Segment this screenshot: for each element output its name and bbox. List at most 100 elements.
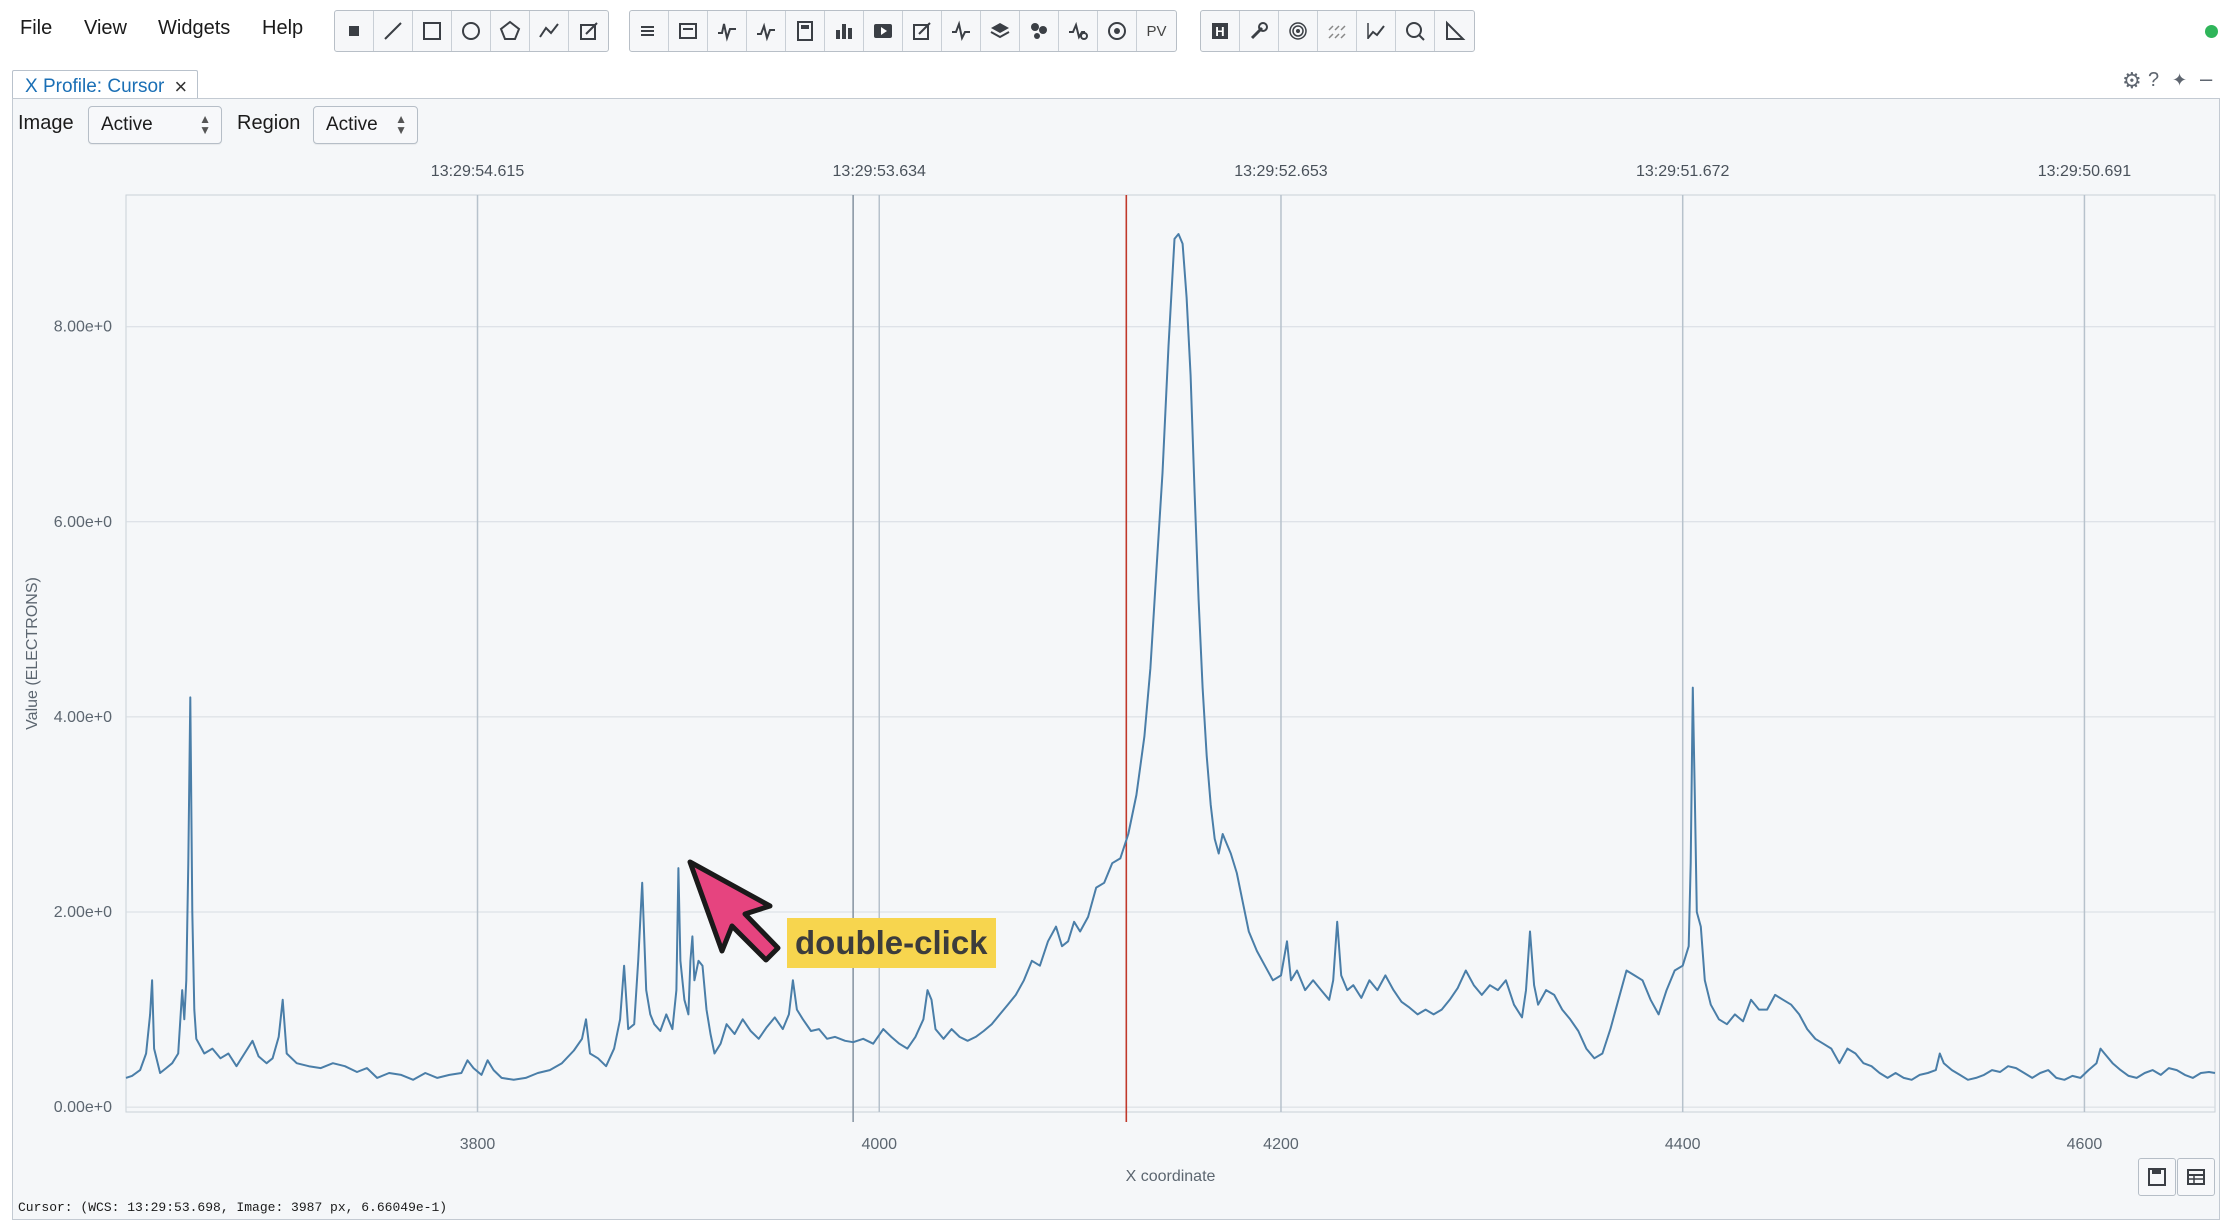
- y-tick-label: 6.00e+0: [54, 514, 112, 531]
- menu-widgets[interactable]: Widgets: [158, 17, 231, 39]
- y-tick-label: 8.00e+0: [54, 319, 112, 336]
- spectral-line-query-button[interactable]: [1396, 11, 1435, 51]
- save-icon: [2148, 1168, 2166, 1186]
- plot-area: [125, 194, 2216, 1113]
- x-tick-label: 4000: [861, 1136, 897, 1153]
- image-select-value: Active: [101, 114, 153, 135]
- y-tick-label: 2.00e+0: [54, 904, 112, 921]
- contour-icon: [1289, 22, 1307, 40]
- annotation-region-icon: [579, 22, 598, 40]
- tab-label: X Profile: Cursor: [25, 75, 165, 97]
- gear-icon[interactable]: ⚙: [2122, 68, 2142, 93]
- y-tick-label: 0.00e+0: [54, 1099, 112, 1116]
- wrench-icon: [1250, 22, 1268, 40]
- grid-lines: [126, 195, 2215, 1112]
- vector-overlay-button[interactable]: [1318, 11, 1357, 51]
- polygon-region-icon: [499, 20, 521, 40]
- moment-button[interactable]: [1098, 11, 1137, 51]
- line-region-button[interactable]: [374, 11, 413, 51]
- region-select[interactable]: Active ▲ ▼: [313, 106, 418, 144]
- menu-view[interactable]: View: [84, 17, 127, 39]
- close-icon[interactable]: ×: [174, 73, 188, 99]
- point-region-button[interactable]: [335, 11, 374, 51]
- animator-button[interactable]: [864, 11, 903, 51]
- x-profile-icon: [718, 23, 736, 42]
- connection-status-indicator: [2205, 25, 2218, 38]
- animator-icon: [874, 24, 892, 38]
- rectangle-region-icon: [423, 22, 441, 40]
- dialog-toolbar: H: [1200, 10, 1475, 52]
- wcs-tick-label: 13:29:52.653: [1234, 163, 1328, 180]
- region-editor-icon: [913, 22, 931, 40]
- region-list-button[interactable]: [630, 11, 669, 51]
- region-toolbar: [334, 10, 609, 52]
- menu-help[interactable]: Help: [262, 17, 304, 39]
- histogram-button[interactable]: [825, 11, 864, 51]
- catalog-button[interactable]: [1059, 11, 1098, 51]
- contour-button[interactable]: [1279, 11, 1318, 51]
- layers-button[interactable]: [981, 11, 1020, 51]
- overlay-button[interactable]: [1357, 11, 1396, 51]
- minimize-icon[interactable]: –: [2200, 66, 2213, 91]
- x-tick-label: 4200: [1263, 1136, 1299, 1153]
- polyline-region-button[interactable]: [530, 11, 569, 51]
- menu-file[interactable]: File: [20, 17, 53, 39]
- region-select-value: Active: [326, 114, 378, 135]
- histogram-icon: [836, 24, 852, 39]
- rectangle-region-button[interactable]: [413, 11, 452, 51]
- x-profile-button[interactable]: [708, 11, 747, 51]
- pointer-arrow-icon: [687, 859, 781, 963]
- spectral-profile-button[interactable]: [942, 11, 981, 51]
- x-tick-label: 3800: [460, 1136, 496, 1153]
- moment-icon: [1108, 22, 1126, 40]
- ellipse-region-icon: [462, 22, 480, 40]
- annotation-region-button[interactable]: [569, 11, 608, 51]
- image-info-icon: [679, 23, 697, 39]
- preferences-button[interactable]: [1240, 11, 1279, 51]
- select-caret-icon: ▲ ▼: [199, 112, 211, 137]
- hdu-button[interactable]: H: [1201, 11, 1240, 51]
- profile-line: [125, 233, 2216, 1081]
- polygon-region-button[interactable]: [491, 11, 530, 51]
- y-tick-label: 4.00e+0: [54, 709, 112, 726]
- xy-overlay-icon: [1367, 23, 1385, 39]
- spectral-line-icon: [1406, 22, 1425, 41]
- table-button[interactable]: [2177, 1158, 2215, 1196]
- region-list-icon: [641, 26, 654, 36]
- double-click-annotation: double-click: [787, 918, 996, 968]
- y-axis-label: Value (ELECTRONS): [24, 577, 41, 730]
- image-label: Image: [18, 112, 74, 134]
- widget-toolbar: PV: [629, 10, 1177, 52]
- help-icon[interactable]: ?: [2148, 69, 2160, 91]
- grid-icon: [1328, 25, 1346, 39]
- layers-icon: [990, 23, 1010, 39]
- z-profile-button[interactable]: [747, 11, 786, 51]
- ellipse-region-button[interactable]: [452, 11, 491, 51]
- distance-measure-button[interactable]: [1435, 11, 1474, 51]
- statistics-icon: [797, 21, 813, 41]
- pv-generator-button[interactable]: PV: [1137, 11, 1176, 51]
- statistics-button[interactable]: [786, 11, 825, 51]
- cursor-info: Cursor: (WCS: 13:29:53.698, Image: 3987 …: [18, 1200, 448, 1215]
- hdu-icon: H: [1212, 23, 1228, 39]
- save-button[interactable]: [2138, 1158, 2176, 1196]
- axis-ticks: 0.00e+0 2.00e+0 4.00e+0 6.00e+0 8.00e+0 3800 4…: [54, 163, 2132, 1153]
- point-region-icon: [349, 26, 359, 36]
- wcs-tick-label: 13:29:54.615: [431, 163, 525, 180]
- pin-icon[interactable]: ✦: [2172, 70, 2188, 90]
- region-editor-button[interactable]: [903, 11, 942, 51]
- wcs-tick-label: 13:29:50.691: [2038, 163, 2132, 180]
- select-caret-icon: ▲ ▼: [395, 112, 407, 137]
- cluster-icon: [1031, 23, 1047, 39]
- image-select[interactable]: Active ▲ ▼: [88, 106, 222, 144]
- profile-panel: [12, 98, 2220, 1220]
- image-info-button[interactable]: [669, 11, 708, 51]
- tab-x-profile[interactable]: X Profile: Cursor ×: [12, 70, 199, 102]
- wcs-tick-label: 13:29:51.672: [1636, 163, 1730, 180]
- z-profile-icon: [757, 22, 775, 42]
- pv-label: PV: [1146, 22, 1167, 40]
- polyline-region-icon: [539, 23, 559, 38]
- cluster-button[interactable]: [1020, 11, 1059, 51]
- x-tick-label: 4600: [2067, 1136, 2103, 1153]
